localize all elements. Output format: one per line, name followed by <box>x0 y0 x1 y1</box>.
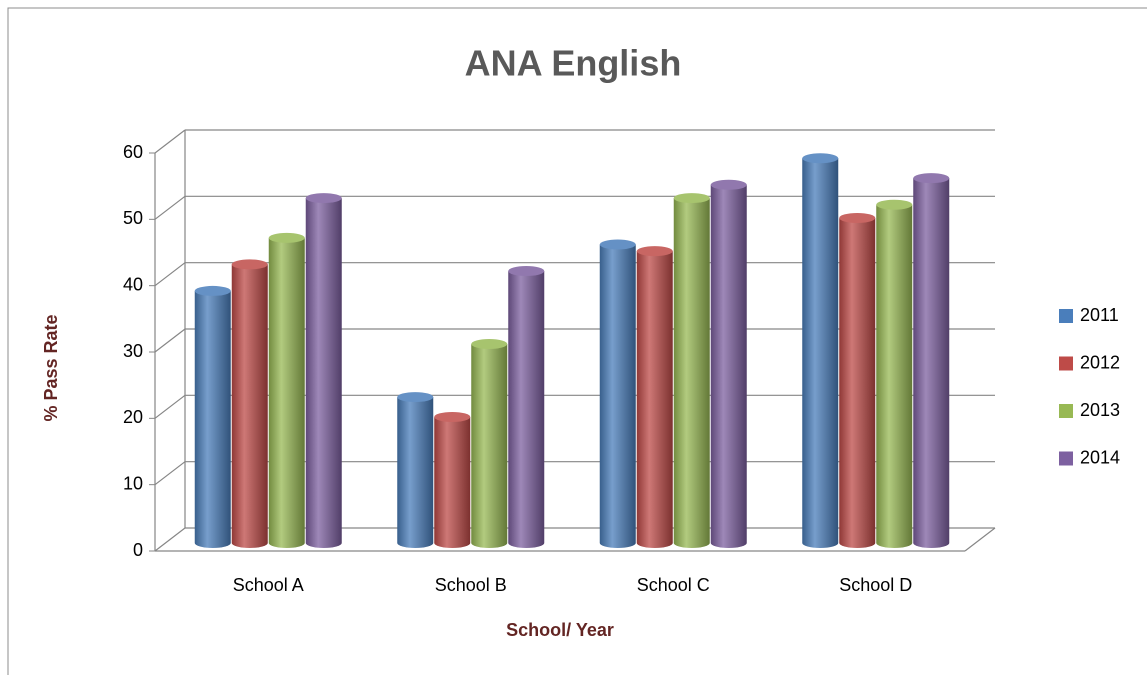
bar-top <box>397 392 434 403</box>
x-tick-label: School A <box>233 575 304 595</box>
y-tick-label: 40 <box>123 274 143 294</box>
chart-title: ANA English <box>465 43 682 84</box>
bar <box>305 198 342 549</box>
side-grid-line <box>154 527 186 552</box>
legend-label: 2012 <box>1080 352 1120 372</box>
bar-top <box>802 153 839 164</box>
bar-top <box>471 339 508 349</box>
bar-top <box>710 179 747 190</box>
bar <box>231 264 268 548</box>
bar-top <box>434 411 471 422</box>
bar-top <box>194 285 231 296</box>
side-grid-line <box>154 328 186 353</box>
bar <box>194 290 231 548</box>
bar <box>471 344 508 548</box>
bar-top <box>913 173 950 184</box>
bar-top <box>231 259 268 270</box>
bar <box>599 244 636 548</box>
y-tick-label: 20 <box>123 407 143 427</box>
bar <box>268 237 305 548</box>
legend-swatch <box>1059 356 1073 371</box>
y-tick-label: 30 <box>123 341 143 361</box>
legend-swatch <box>1059 404 1073 418</box>
bar-top <box>305 193 342 204</box>
x-axis-label: School/ Year <box>506 620 614 640</box>
x-tick-label: School B <box>435 575 507 595</box>
legend-label: 2014 <box>1080 447 1120 467</box>
bar <box>802 158 839 548</box>
side-grid-line <box>154 129 186 154</box>
legend-label: 2011 <box>1080 305 1119 325</box>
bar <box>636 251 673 548</box>
side-grid-line <box>154 461 186 486</box>
y-tick-label: 10 <box>123 473 143 493</box>
y-tick-label: 0 <box>133 540 143 560</box>
bar <box>876 204 913 548</box>
bar <box>839 217 876 548</box>
bar <box>913 178 950 548</box>
bar-top <box>508 266 545 277</box>
bar <box>673 198 710 549</box>
bar-top <box>268 232 305 243</box>
bar <box>434 416 471 548</box>
x-tick-label: School D <box>839 575 912 595</box>
legend-swatch <box>1059 451 1073 466</box>
bar <box>508 271 545 548</box>
floor-right <box>964 527 996 552</box>
y-tick-label: 60 <box>123 142 143 162</box>
side-grid-line <box>154 195 186 220</box>
bar <box>710 184 747 549</box>
legend-label: 2013 <box>1080 400 1120 420</box>
x-tick-label: School C <box>637 575 710 595</box>
legend-swatch <box>1059 309 1073 323</box>
chart-frame <box>7 7 1147 675</box>
bar-top <box>876 199 913 210</box>
bar <box>397 397 434 548</box>
side-grid-line <box>154 394 186 419</box>
bar-top <box>636 246 673 257</box>
y-axis-label: % Pass Rate <box>41 314 61 421</box>
bar-top <box>839 212 876 223</box>
bar-top <box>599 239 636 250</box>
y-tick-label: 50 <box>123 208 143 228</box>
side-grid-line <box>154 262 186 287</box>
bar-top <box>673 193 710 204</box>
